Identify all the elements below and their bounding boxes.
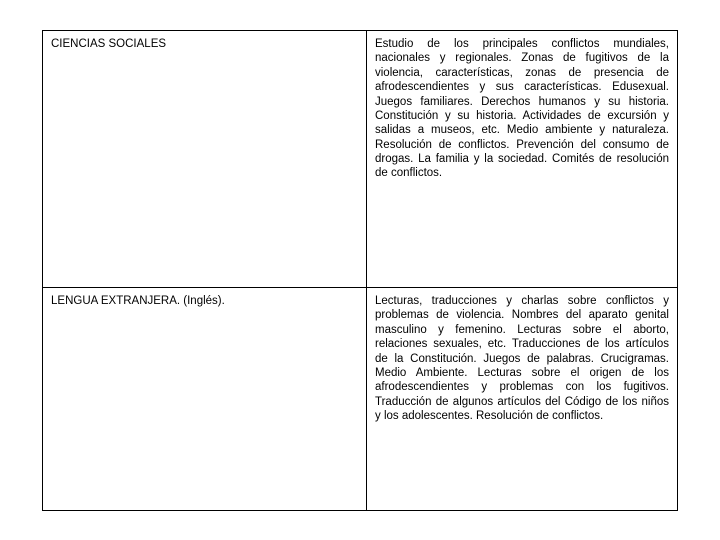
subject-cell: LENGUA EXTRANJERA. (Inglés).	[43, 288, 367, 510]
subject-label: LENGUA EXTRANJERA. (Inglés).	[51, 295, 225, 307]
table-row: CIENCIAS SOCIALES Estudio de los princip…	[43, 31, 677, 288]
subject-label: CIENCIAS SOCIALES	[51, 38, 166, 50]
description-text: Lecturas, traducciones y charlas sobre c…	[375, 295, 669, 422]
description-cell: Lecturas, traducciones y charlas sobre c…	[367, 288, 677, 510]
description-text: Estudio de los principales conflictos mu…	[375, 38, 669, 179]
subject-cell: CIENCIAS SOCIALES	[43, 31, 367, 287]
table-row: LENGUA EXTRANJERA. (Inglés). Lecturas, t…	[43, 288, 677, 510]
description-cell: Estudio de los principales conflictos mu…	[367, 31, 677, 287]
curriculum-table: CIENCIAS SOCIALES Estudio de los princip…	[42, 30, 678, 511]
